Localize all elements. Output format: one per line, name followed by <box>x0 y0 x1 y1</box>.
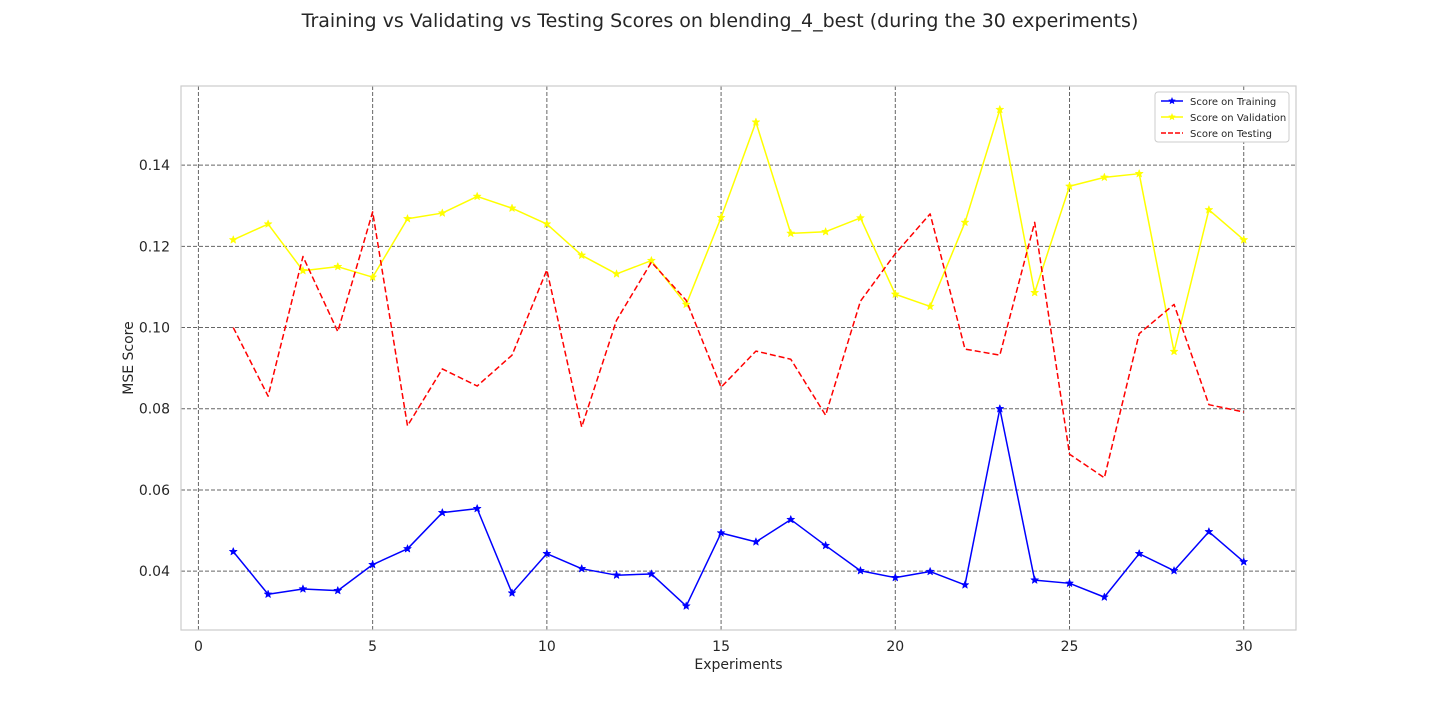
data-point <box>1134 548 1144 558</box>
data-point <box>507 588 517 598</box>
data-point <box>820 540 831 550</box>
data-point <box>472 191 482 201</box>
data-point <box>611 269 622 278</box>
legend-box <box>1154 91 1290 143</box>
data-point <box>751 117 761 127</box>
data-point <box>751 537 761 546</box>
data-point <box>402 543 413 553</box>
x-tick-label: 5 <box>368 639 377 655</box>
data-point <box>367 559 378 569</box>
data-point <box>1099 172 1110 182</box>
data-point <box>925 301 935 311</box>
data-point <box>263 219 273 228</box>
data-point <box>925 566 935 576</box>
data-point <box>1030 287 1040 297</box>
data-point <box>1064 578 1075 588</box>
series-line-1 <box>232 408 1245 607</box>
x-tick-label: 30 <box>1235 639 1253 655</box>
data-point <box>786 514 796 524</box>
plot-frame <box>180 85 1297 631</box>
data-point <box>367 272 378 282</box>
data-point <box>646 569 657 578</box>
data-point <box>1204 204 1214 214</box>
y-tick-label: 0.06 <box>139 483 170 499</box>
data-point <box>333 261 343 271</box>
data-point <box>890 289 900 299</box>
data-point <box>786 228 796 238</box>
data-point <box>681 299 691 309</box>
legend-label: Score on Training <box>1190 97 1276 108</box>
legend-marker <box>1168 96 1176 105</box>
y-axis-label: MSE Score <box>121 321 137 394</box>
data-point <box>611 570 622 580</box>
data-point <box>472 503 482 513</box>
data-point <box>1169 565 1179 575</box>
y-tick-label: 0.10 <box>139 321 170 337</box>
data-point <box>716 528 726 537</box>
x-axis-label: Experiments <box>694 657 782 673</box>
data-point <box>1239 556 1249 566</box>
data-point <box>681 601 691 611</box>
data-point <box>263 589 273 599</box>
y-tick-label: 0.14 <box>139 158 170 174</box>
data-point <box>716 212 726 222</box>
legend-label: Score on Validation <box>1190 113 1286 124</box>
data-point <box>820 226 831 236</box>
data-point <box>577 250 587 260</box>
data-point <box>542 219 552 228</box>
y-tick-label: 0.04 <box>139 564 170 580</box>
legend-label: Score on Testing <box>1190 129 1272 140</box>
data-point <box>1099 592 1110 602</box>
data-point <box>542 548 552 558</box>
data-point <box>402 213 413 223</box>
data-point <box>1134 168 1144 178</box>
y-tick-label: 0.08 <box>139 402 170 418</box>
data-point <box>298 584 308 593</box>
series-line-2 <box>232 108 1245 353</box>
data-point <box>890 572 900 582</box>
x-tick-label: 15 <box>712 639 730 655</box>
data-point <box>995 403 1005 413</box>
data-point <box>1030 575 1040 585</box>
x-tick-label: 25 <box>1061 639 1079 655</box>
data-point <box>1239 234 1249 244</box>
legend-marker <box>1168 112 1176 121</box>
x-tick-label: 10 <box>538 639 556 655</box>
data-point <box>995 104 1005 114</box>
data-point <box>437 208 447 218</box>
data-point <box>333 585 343 595</box>
series-line-3 <box>232 211 1244 479</box>
data-point <box>1064 181 1075 191</box>
y-tick-label: 0.12 <box>139 239 170 255</box>
data-point <box>1169 346 1179 356</box>
data-point <box>1204 526 1214 536</box>
data-point <box>646 255 657 265</box>
data-point <box>507 203 517 213</box>
x-tick-label: 20 <box>886 639 904 655</box>
data-point <box>960 580 970 589</box>
data-point <box>855 565 866 575</box>
x-tick-label: 0 <box>194 639 203 655</box>
data-point <box>228 546 238 556</box>
data-point <box>960 217 970 227</box>
data-point <box>577 563 587 573</box>
data-point <box>437 507 447 517</box>
data-point <box>228 234 238 244</box>
data-point <box>855 213 866 222</box>
chart-title: Training vs Validating vs Testing Scores… <box>301 10 1139 32</box>
